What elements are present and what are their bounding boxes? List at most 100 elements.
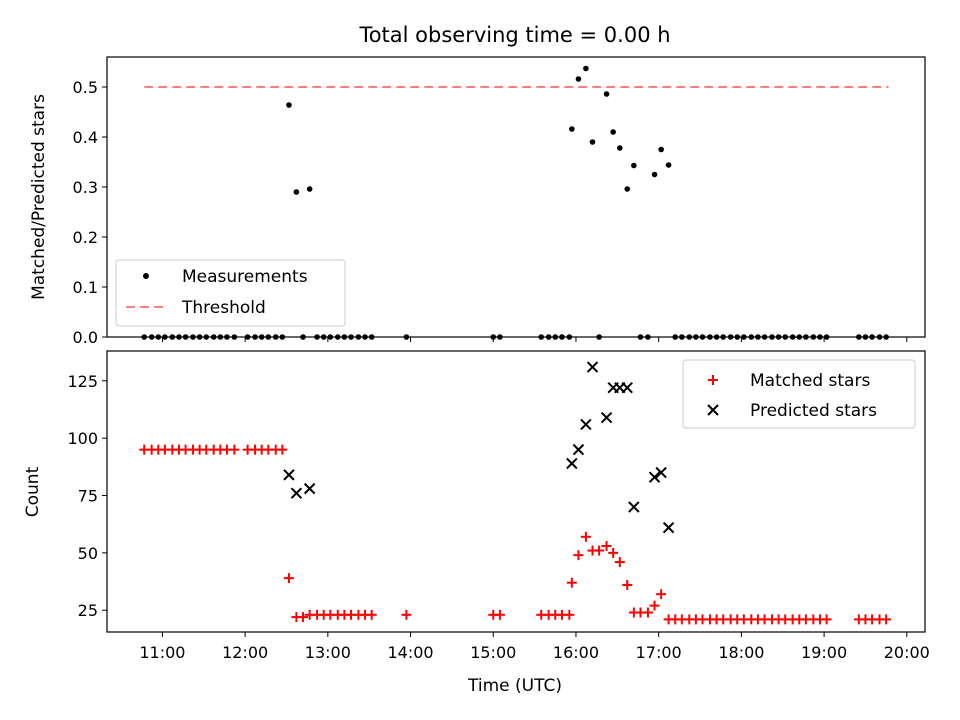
measurement-point <box>883 334 889 340</box>
matched-point <box>656 589 667 600</box>
measurement-point <box>727 334 734 340</box>
bottom-legend-box <box>682 359 916 429</box>
measurement-point <box>272 334 279 340</box>
measurement-point <box>231 334 238 340</box>
matched-point <box>649 600 660 611</box>
measurement-point <box>334 334 341 340</box>
legend-matched-marker <box>708 375 718 385</box>
measurement-point <box>610 129 616 135</box>
measurement-point <box>293 189 300 195</box>
measurement-point <box>707 334 713 340</box>
bottom-panel: 25 50 75 100 125 11:00 12:00 13:00 14:00 15:00 16… <box>23 350 930 696</box>
measurement-point <box>672 334 679 340</box>
x-tick-label: 15:00 <box>470 643 516 662</box>
measurement-point <box>490 334 497 340</box>
measurement-point <box>176 334 182 340</box>
measurement-point <box>545 334 552 340</box>
top-legend-box <box>115 259 346 327</box>
measurement-point <box>575 76 582 82</box>
measurement-point <box>196 334 203 340</box>
measurement-point <box>258 334 265 340</box>
matched-point <box>566 577 577 588</box>
measurement-point <box>286 102 292 108</box>
measurement-point <box>327 334 334 340</box>
measurement-point <box>876 334 883 340</box>
measurement-point <box>603 91 610 97</box>
predicted-point <box>628 501 640 513</box>
measurement-point <box>713 334 720 340</box>
measurement-point <box>624 186 631 192</box>
measurement-point <box>403 334 410 340</box>
matched-point <box>298 612 309 623</box>
legend-threshold-label: Threshold <box>181 298 266 318</box>
measurement-point <box>224 334 230 340</box>
measurement-point <box>244 334 251 340</box>
measurement-point <box>651 171 658 178</box>
predicted-point <box>662 521 675 534</box>
measurement-point <box>306 186 313 192</box>
matched-point <box>594 545 605 556</box>
matched-point <box>614 557 625 568</box>
top-plot-frame <box>106 56 926 338</box>
bottom-y-tick-label: 125 <box>67 372 98 391</box>
bottom-y-tick-label: 25 <box>78 601 98 620</box>
measurement-point <box>720 334 726 340</box>
measurement-point <box>348 334 354 340</box>
measurement-point <box>734 334 741 340</box>
legend-measurements-marker <box>143 273 149 279</box>
measurement-point <box>803 334 809 340</box>
measurement-point <box>552 334 559 340</box>
matched-point <box>642 607 653 618</box>
measurement-point <box>862 334 869 340</box>
measurement-point <box>596 334 602 340</box>
measurement-point <box>589 139 596 145</box>
predicted-point <box>648 471 661 483</box>
measurement-point <box>699 334 706 340</box>
matched-point <box>229 444 240 455</box>
matched-point <box>564 609 575 620</box>
measurement-point <box>210 334 217 340</box>
measurement-point <box>155 334 162 340</box>
measurement-point <box>741 334 747 340</box>
measurement-point <box>169 334 176 340</box>
measurement-point <box>314 334 320 340</box>
legend-matched-plus <box>708 375 718 385</box>
measurement-point <box>559 334 565 340</box>
top-y-tick-label: 0.4 <box>73 128 98 147</box>
predicted-point <box>572 443 585 456</box>
bottom-legend: Matched stars Predicted stars <box>682 359 916 429</box>
predicted-point <box>621 381 633 394</box>
measurement-point <box>869 334 875 340</box>
measurement-point <box>362 334 368 340</box>
x-axis-label: Time (UTC) <box>467 676 562 696</box>
measurement-point <box>775 334 782 340</box>
bottom-y-tick-label: 50 <box>78 544 98 563</box>
top-y-tick-label: 0.3 <box>73 178 98 197</box>
measurement-point <box>162 334 168 340</box>
x-tick-label: 19:00 <box>801 643 847 662</box>
x-tick-label: 18:00 <box>718 643 764 662</box>
legend-predicted-cross <box>707 404 719 416</box>
measurement-point <box>810 334 817 340</box>
measurement-point <box>856 334 862 340</box>
measurement-point <box>538 334 545 340</box>
measurement-point <box>796 334 803 340</box>
measurement-point <box>148 334 155 340</box>
x-tick-label: 17:00 <box>636 643 682 662</box>
bottom-y-ticks: 25 50 75 100 125 <box>67 372 107 620</box>
predicted-point <box>566 457 578 470</box>
matched-point <box>881 614 892 625</box>
legend-predicted-marker <box>707 404 719 416</box>
legend-predicted-label: Predicted stars <box>750 401 877 421</box>
measurement-point <box>300 334 306 340</box>
measurement-point <box>782 334 789 340</box>
legend-measurements-label: Measurements <box>182 267 308 287</box>
x-tick-label: 16:00 <box>553 643 599 662</box>
matched-point <box>580 531 591 542</box>
matched-point <box>283 573 294 584</box>
predicted-point <box>290 487 303 499</box>
measurement-point <box>265 334 272 340</box>
matched-point <box>573 550 584 561</box>
measurement-point <box>686 334 693 340</box>
measurement-point <box>583 65 589 72</box>
